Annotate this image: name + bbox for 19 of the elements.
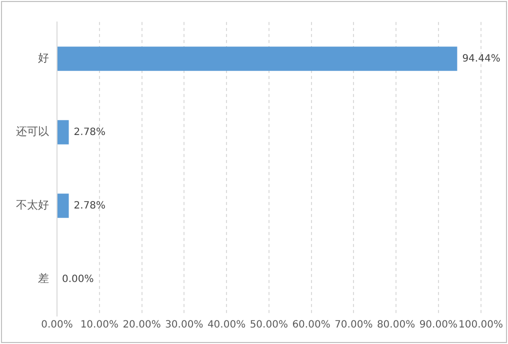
y-tick-label: 好 bbox=[38, 52, 49, 65]
y-tick-label: 不太好 bbox=[16, 198, 49, 212]
data-label: 2.78% bbox=[74, 126, 106, 138]
x-tick-label: 0.00% bbox=[41, 320, 73, 331]
x-tick-label: 60.00% bbox=[292, 320, 330, 331]
x-tick-label: 70.00% bbox=[334, 320, 373, 331]
data-label: 0.00% bbox=[62, 274, 94, 285]
x-tick-label: 30.00% bbox=[165, 320, 204, 331]
y-tick-label: 差 bbox=[38, 272, 49, 286]
x-tick-label: 90.00% bbox=[419, 320, 458, 331]
x-tick-label: 40.00% bbox=[207, 320, 246, 331]
x-tick-label: 20.00% bbox=[122, 320, 161, 331]
data-label: 2.78% bbox=[74, 200, 106, 212]
x-tick-label: 80.00% bbox=[376, 320, 416, 331]
x-tick-label: 10.00% bbox=[80, 320, 118, 331]
y-tick-label: 还可以 bbox=[16, 125, 49, 138]
data-label: 94.44% bbox=[462, 53, 500, 64]
x-tick-label: 100.00% bbox=[458, 320, 504, 331]
x-tick-label: 50.00% bbox=[250, 320, 288, 331]
